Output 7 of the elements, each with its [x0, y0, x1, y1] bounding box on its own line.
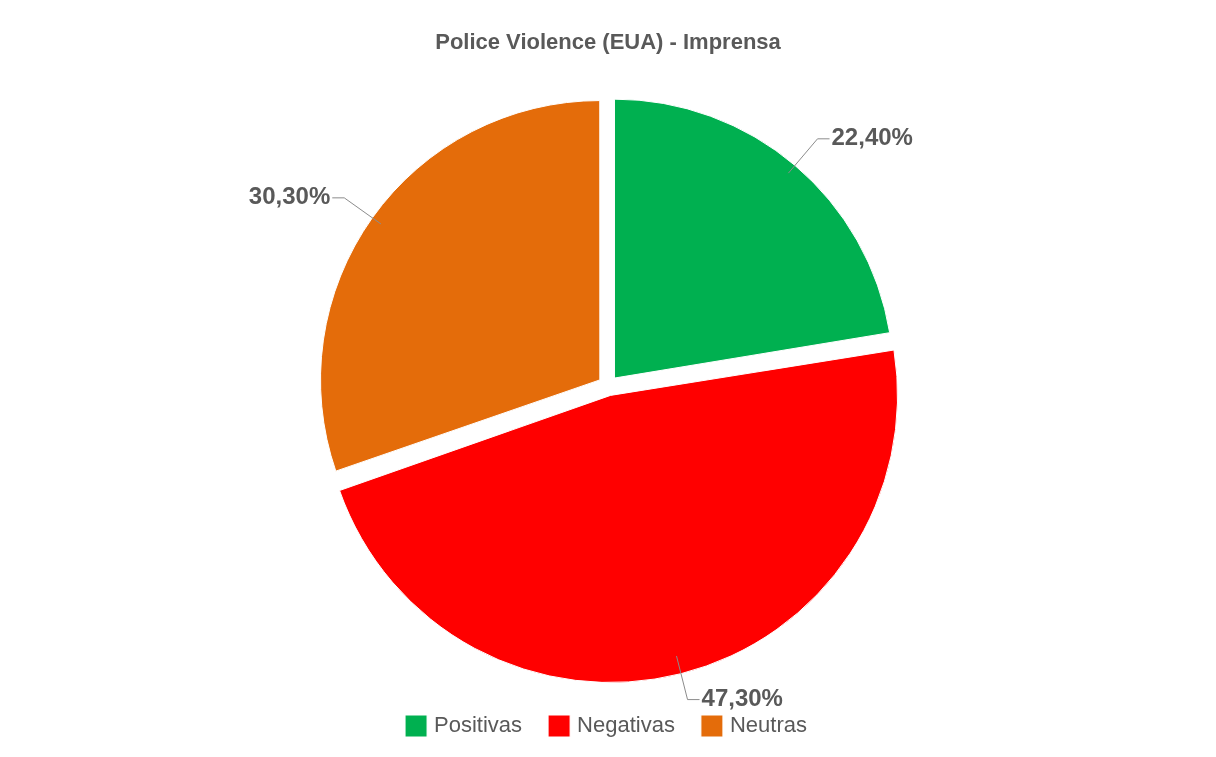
legend-label: Negativas — [577, 712, 675, 738]
legend-label: Neutras — [729, 712, 807, 738]
legend-label: Positivas — [434, 712, 523, 738]
data-label: 30,30% — [248, 182, 331, 210]
data-label: 47,30% — [701, 684, 783, 712]
data-label: 22,40% — [831, 123, 913, 151]
chart-title: Police Violence (EUA) - Imprensa — [435, 29, 782, 55]
